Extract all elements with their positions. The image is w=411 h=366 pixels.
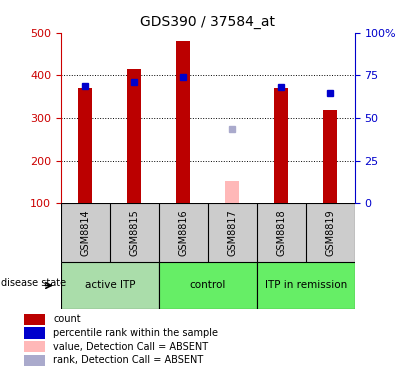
Text: GSM8818: GSM8818 [276, 209, 286, 256]
Text: GSM8815: GSM8815 [129, 209, 139, 256]
Text: disease state: disease state [0, 278, 66, 288]
Text: GSM8819: GSM8819 [325, 209, 335, 256]
Bar [323, 109, 337, 203]
Text: percentile rank within the sample: percentile rank within the sample [53, 328, 218, 338]
Text: rank, Detection Call = ABSENT: rank, Detection Call = ABSENT [53, 355, 203, 365]
Bar [24, 328, 45, 339]
Text: active ITP: active ITP [85, 280, 135, 291]
Text: value, Detection Call = ABSENT: value, Detection Call = ABSENT [53, 342, 208, 352]
Bar [257, 262, 355, 309]
Bar [127, 69, 141, 203]
Text: GSM8817: GSM8817 [227, 209, 237, 256]
Text: control: control [189, 280, 226, 291]
Text: ITP in remission: ITP in remission [265, 280, 347, 291]
Text: count: count [53, 314, 81, 325]
Bar [159, 262, 257, 309]
Bar [176, 41, 190, 203]
Bar [275, 88, 288, 203]
Bar [225, 181, 239, 203]
Title: GDS390 / 37584_at: GDS390 / 37584_at [140, 15, 275, 29]
Bar [79, 88, 92, 203]
Bar [24, 341, 45, 352]
Bar [61, 262, 159, 309]
Text: GSM8816: GSM8816 [178, 209, 188, 256]
Bar [24, 314, 45, 325]
Text: GSM8814: GSM8814 [80, 209, 90, 256]
Bar [24, 355, 45, 366]
